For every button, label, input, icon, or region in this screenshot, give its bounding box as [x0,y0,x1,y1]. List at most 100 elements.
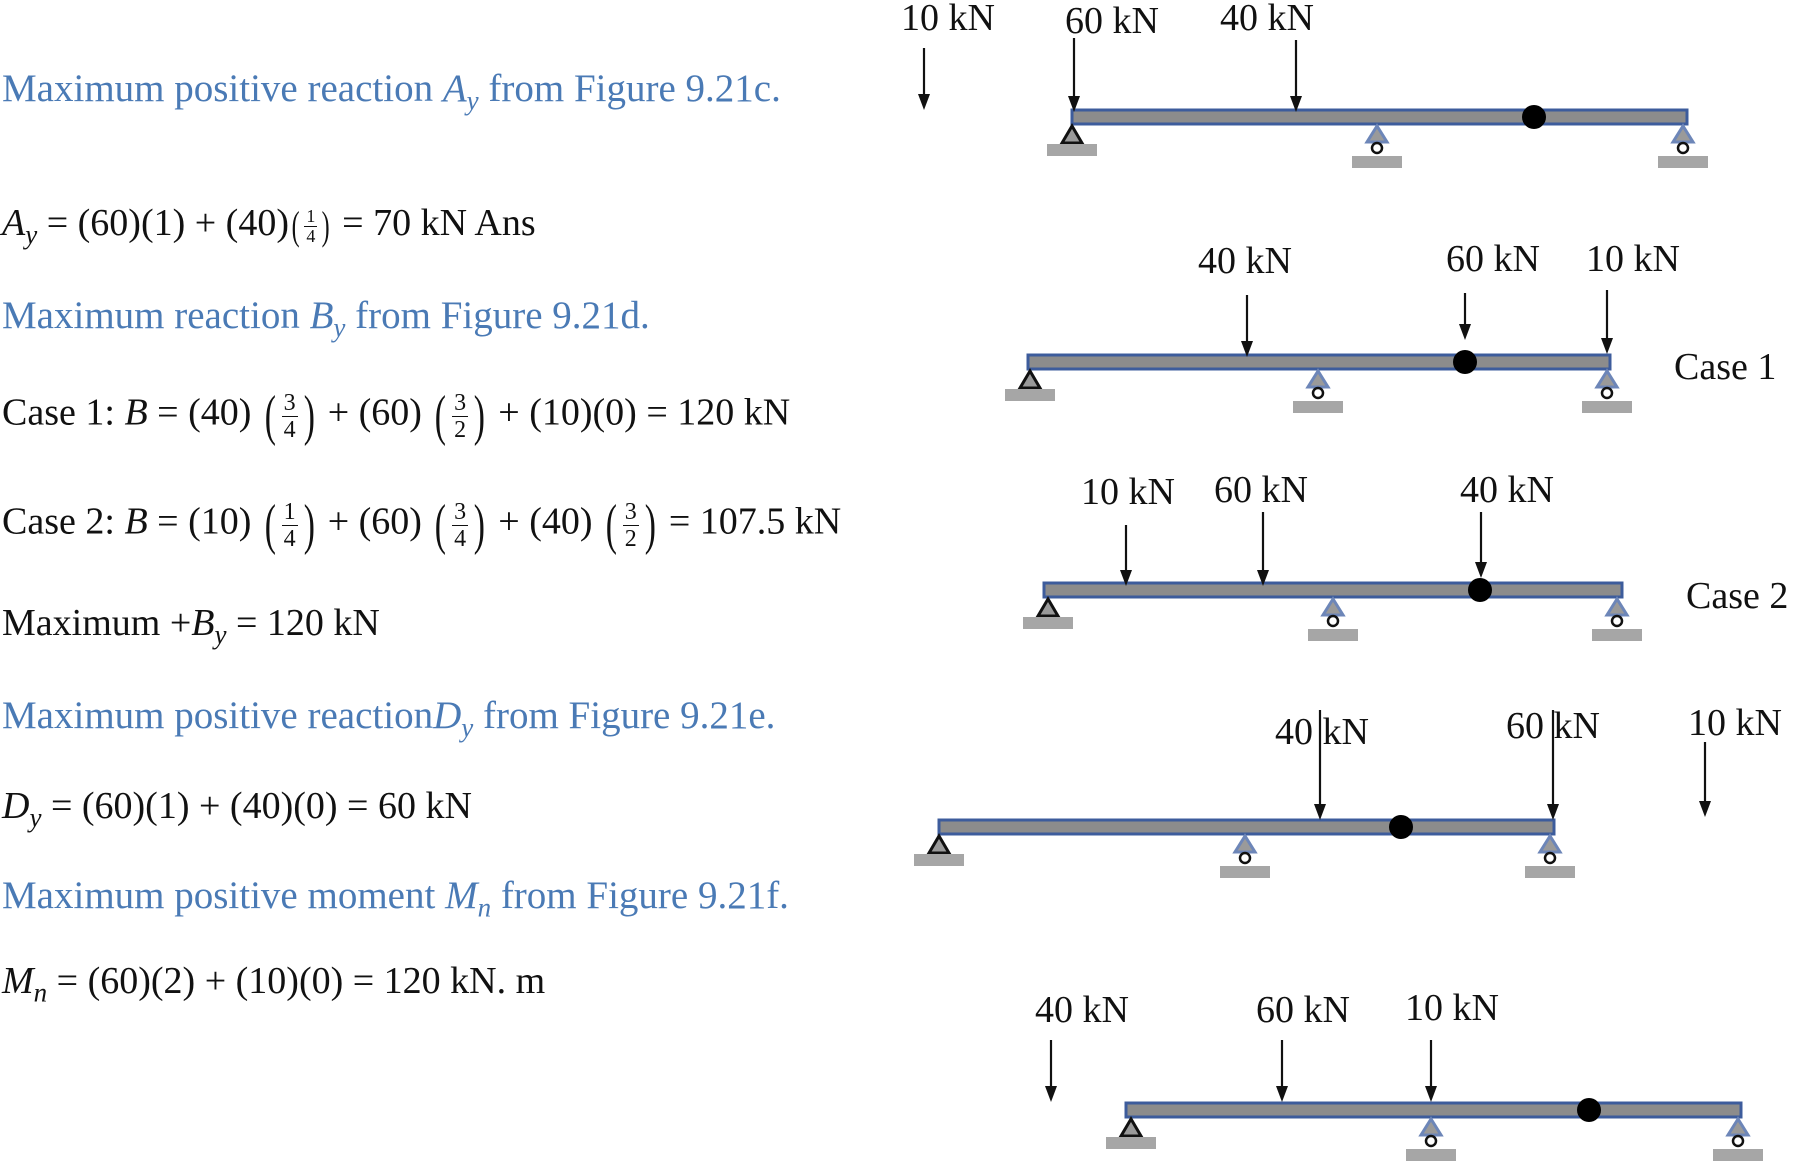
pin-support [1017,368,1043,390]
beam [1042,581,1624,599]
ground-hatch [1352,156,1402,168]
text: = (40) [147,391,252,434]
load-label: 10 kN [1081,471,1175,513]
symbol: B [124,391,148,434]
roller-support [1670,123,1696,144]
subscript: y [214,619,227,650]
text: Maximum reaction [2,294,310,337]
figure-9-21d-case-2: 10 kN 60 kN 40 kN Case 2 [1023,469,1788,641]
roller-support [1418,1116,1444,1137]
symbol: A [2,202,26,244]
text: = (10) [147,500,252,543]
denominator: 4 [306,225,316,246]
roller-wheel [1610,614,1624,628]
numerator: 3 [452,498,469,526]
text: = 107.5 kN [659,500,842,543]
numerator: 3 [452,389,469,417]
load-arrow-head [1045,1086,1057,1102]
load-label: 10 kN [1688,702,1782,744]
text: = 70 kN Ans [332,202,536,244]
hinge [1577,1098,1601,1122]
load-arrow-head [1290,96,1302,112]
figure-9-21c: 10 kN 60 kN 40 kN [901,0,1708,168]
paren: ( [264,385,276,447]
load-label: 60 kN [1446,238,1540,280]
roller-support [1305,368,1331,389]
equation-case-2: Case 2: B = (10) (1 4) + (60) (3 4) + (40)… [2,497,841,553]
ground-hatch [1582,401,1632,413]
roller-support [1604,596,1630,617]
figure-9-21f: 40 kN 60 kN 10 kN [1035,987,1763,1161]
roller-support [1364,123,1390,144]
text: from Figure 9.21e. [473,694,776,737]
load-arrow-head [918,94,930,110]
ground-hatch [1220,866,1270,878]
load-arrow-head [1475,562,1487,578]
denominator: 4 [283,525,296,552]
load-label: 10 kN [1586,238,1680,280]
load-label: 40 kN [1460,469,1554,511]
load-label: 40 kN [1220,0,1314,39]
text: from Figure 9.21d. [345,294,650,337]
load-arrow-head [1068,96,1080,112]
paren: ) [303,494,315,556]
text: = (60)(1) + (40)(0) = 60 kN [41,785,472,827]
equation-max-by: Maximum +By = 120 kN [2,600,380,658]
case-label: Case 2 [1686,575,1788,617]
beam [1124,1101,1743,1119]
ground-hatch [1106,1137,1156,1149]
paren: ( [435,385,447,447]
roller-support [1594,368,1620,389]
subscript: n [477,892,492,923]
text: Maximum + [2,602,192,644]
load-arrow-head [1241,341,1253,357]
load-arrow-head [1699,801,1711,817]
text: = (60)(2) + (10)(0) = 120 kN. m [47,960,546,1002]
text: Maximum positive reaction [2,694,434,737]
paren: ( [605,494,617,556]
symbol: D [433,694,462,737]
ground-hatch [1592,629,1642,641]
text: Maximum positive moment [2,874,446,917]
denominator: 2 [624,525,637,552]
equation-mn: Mn = (60)(2) + (10)(0) = 120 kN. m [2,958,545,1016]
text: + (60) [318,391,422,434]
beam [1026,353,1612,371]
beam [937,818,1556,836]
ground-hatch [1308,629,1358,641]
pin-support [1035,596,1061,618]
load-arrow-head [1601,338,1613,354]
pin-support [926,833,952,855]
symbol: B [191,602,215,644]
subscript: y [461,712,474,743]
roller-wheel [1543,851,1557,865]
symbol: M [445,874,478,917]
text: + (10)(0) = 120 kN [488,391,791,434]
load-arrow-head [1257,570,1269,586]
heading-max-moment-mn: Maximum positive moment Mn from Figure 9… [2,873,789,931]
symbol: A [442,67,467,110]
roller-support [1232,833,1258,854]
subscript: y [466,85,479,116]
numerator: 3 [622,498,639,526]
denominator: 4 [283,416,296,443]
heading-max-reaction-by: Maximum reaction By from Figure 9.21d. [2,293,650,351]
paren: ) [644,494,656,556]
roller-wheel [1370,141,1384,155]
text: Case 2: [2,500,125,543]
denominator: 4 [454,525,467,552]
denominator: 2 [454,416,467,443]
text: Case 1: [2,391,125,434]
subscript: n [33,977,48,1008]
numerator: 1 [281,498,298,526]
ground-hatch [914,854,964,866]
paren: ) [321,203,330,249]
equation-ay: Ay = (60)(1) + (40)(1 4) = 70 kN Ans [2,200,536,258]
load-label: 10 kN [901,0,995,39]
ground-hatch [1023,617,1073,629]
pin-support [1059,123,1085,145]
